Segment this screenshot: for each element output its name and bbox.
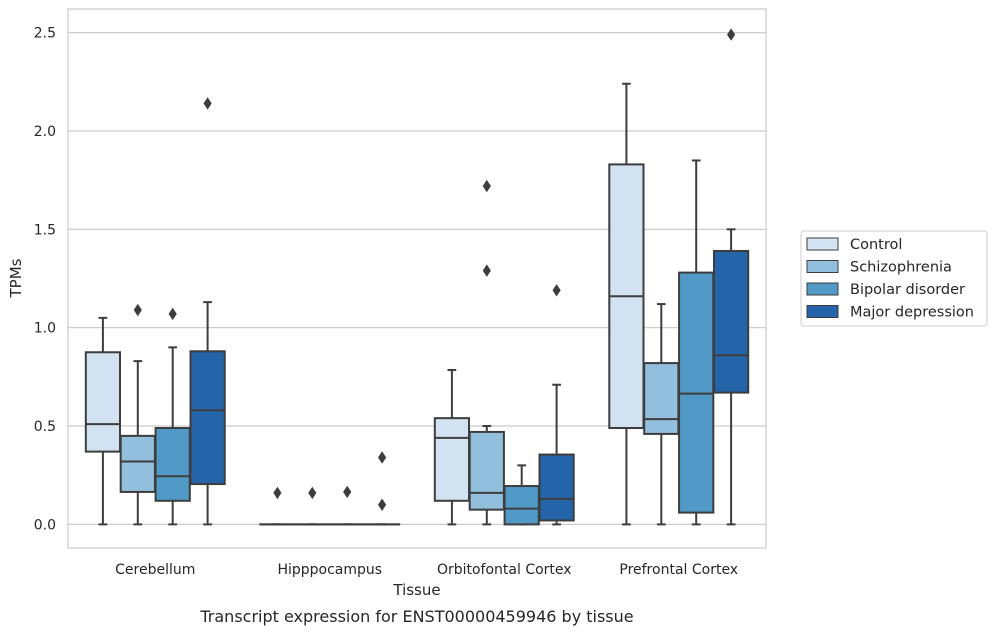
- legend-frame: [800, 230, 988, 327]
- box-group: [433, 368, 471, 526]
- y-tick-label: 2.0: [34, 124, 56, 140]
- y-tick-label: 0.5: [34, 419, 56, 435]
- series-control: [84, 82, 645, 526]
- x-tick-label: Hipppocampus: [277, 562, 382, 578]
- box-iqr: [712, 249, 750, 394]
- outlier-point: [273, 486, 282, 500]
- box-iqr: [84, 351, 122, 453]
- box-group: [643, 303, 680, 526]
- legend-swatch: [806, 305, 839, 318]
- grid-lines: [68, 31, 766, 526]
- outlier-point: [308, 486, 317, 500]
- box-group: [154, 307, 191, 526]
- outlier-point: [727, 28, 736, 41]
- series-bipolar-disorder: [154, 159, 715, 526]
- box-group: [608, 82, 645, 526]
- y-tick-label: 0.0: [34, 517, 56, 533]
- plot-area-frame: [67, 8, 767, 549]
- x-axis-title: Tissue: [392, 581, 440, 599]
- box-group: [84, 316, 122, 526]
- box-group: [468, 179, 505, 526]
- legend-swatch: [806, 260, 839, 273]
- box-iqr: [189, 350, 226, 486]
- box-group: [503, 464, 540, 526]
- box-group: [189, 97, 226, 526]
- y-tick-label: 1.5: [34, 222, 56, 238]
- outlier-point: [168, 307, 177, 321]
- outlier-point: [552, 284, 561, 297]
- y-axis-title: TPMs: [7, 258, 25, 298]
- x-tick-label: Cerebellum: [115, 562, 195, 578]
- box-iqr: [503, 485, 540, 526]
- box-series-group: [84, 28, 750, 526]
- box-iqr: [468, 430, 505, 511]
- series-schizophrenia: [119, 179, 680, 526]
- y-axis-ticks: 0.0 0.5 1.0 1.5 2.0 2.5: [34, 26, 56, 534]
- box-group: [259, 486, 296, 526]
- outlier-point: [378, 451, 387, 464]
- outlier-point: [482, 179, 491, 193]
- box-iqr: [119, 434, 156, 493]
- box-iqr: [538, 453, 575, 522]
- y-tick-label: 2.5: [34, 26, 56, 42]
- outlier-point: [482, 264, 491, 277]
- box-group: [363, 451, 401, 526]
- legend-label: Control: [850, 237, 902, 253]
- outlier-point: [343, 485, 352, 499]
- box-group: [678, 159, 715, 526]
- legend: Control Schizophrenia Bipolar disorder Majo…: [800, 230, 988, 327]
- legend-label: Schizophrenia: [850, 260, 952, 276]
- box-iqr: [154, 427, 191, 502]
- x-tick-label: Prefrontal Cortex: [619, 562, 738, 578]
- y-tick-label: 1.0: [34, 321, 56, 337]
- outlier-point: [203, 97, 212, 110]
- box-group: [712, 28, 750, 526]
- legend-label: Major depression: [850, 305, 974, 321]
- outlier-point: [133, 303, 142, 317]
- x-tick-label: Orbitofontal Cortex: [437, 562, 572, 578]
- legend-swatch: [806, 282, 839, 296]
- series-major-depression: [189, 28, 750, 526]
- box-group: [538, 284, 575, 526]
- box-group: [294, 486, 331, 526]
- outlier-point: [378, 498, 387, 511]
- box-group: [329, 485, 366, 526]
- box-iqr: [643, 362, 680, 435]
- legend-entries: Control Schizophrenia Bipolar disorder Majo…: [806, 237, 974, 321]
- chart-caption: Transcript expression for ENST0000045994…: [199, 607, 633, 626]
- legend-label: Bipolar disorder: [850, 282, 965, 298]
- box-iqr: [433, 417, 471, 502]
- legend-swatch: [806, 237, 839, 251]
- x-axis-ticks: Cerebellum Hipppocampus Orbitofontal Corte…: [115, 562, 738, 578]
- box-group: [119, 303, 156, 526]
